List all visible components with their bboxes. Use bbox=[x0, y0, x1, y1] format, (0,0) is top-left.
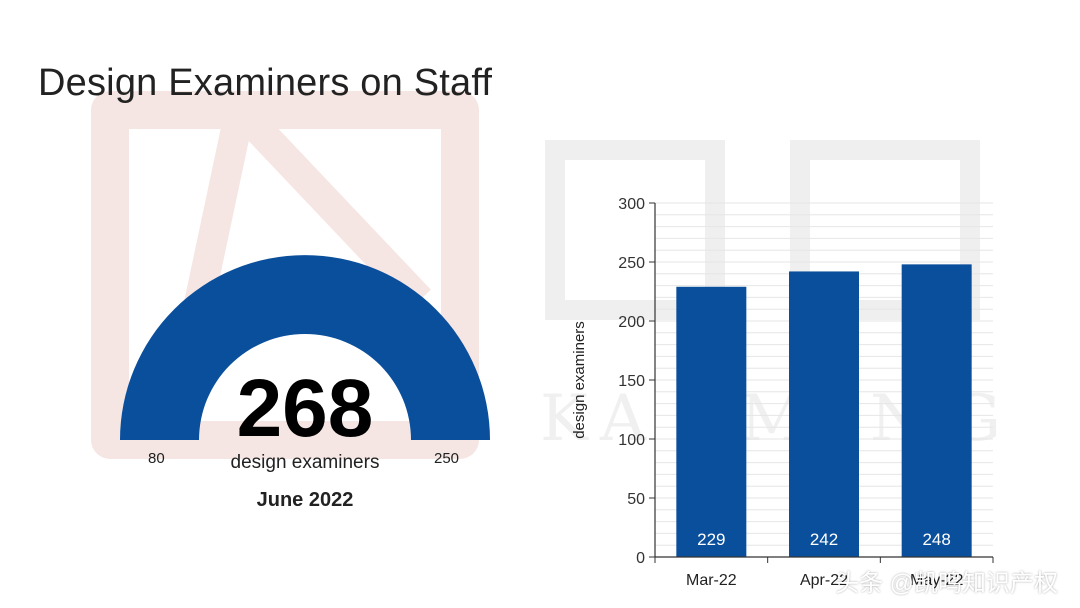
y-tick-label: 0 bbox=[636, 550, 645, 567]
gauge-unit-label: design examiners bbox=[230, 452, 380, 473]
gauge-value: 268 bbox=[236, 363, 374, 454]
bar bbox=[676, 286, 747, 557]
gauge-min-label: 80 bbox=[148, 450, 165, 467]
x-tick-label: May-22 bbox=[910, 572, 963, 589]
gauge-chart bbox=[120, 255, 490, 440]
x-tick-label: Apr-22 bbox=[800, 572, 848, 589]
y-tick-label: 300 bbox=[618, 196, 645, 213]
y-tick-label: 250 bbox=[618, 255, 645, 272]
x-tick-label: Mar-22 bbox=[686, 572, 737, 589]
bar bbox=[901, 264, 972, 557]
y-tick-label: 150 bbox=[618, 373, 645, 390]
bar-value-label: 229 bbox=[697, 530, 725, 549]
bar-value-label: 248 bbox=[922, 530, 950, 549]
gauge-arc bbox=[120, 255, 490, 440]
footer-watermark-text: 头条 @凯鸣知识产权 bbox=[834, 570, 1058, 597]
page-title: Design Examiners on Staff bbox=[38, 62, 493, 104]
gauge-max-label: 250 bbox=[434, 450, 460, 467]
bar bbox=[789, 271, 859, 557]
y-tick-label: 100 bbox=[618, 432, 645, 449]
y-tick-label: 50 bbox=[627, 491, 645, 508]
gauge-date-label: June 2022 bbox=[256, 489, 354, 511]
bar-chart: 229 Mar-22 242 Apr-22 248 May-22 0 50 100 150 200 2… bbox=[571, 196, 994, 589]
y-axis-label: design examiners bbox=[571, 321, 588, 439]
bar-value-label: 242 bbox=[810, 530, 838, 549]
y-tick-label: 200 bbox=[618, 314, 645, 331]
